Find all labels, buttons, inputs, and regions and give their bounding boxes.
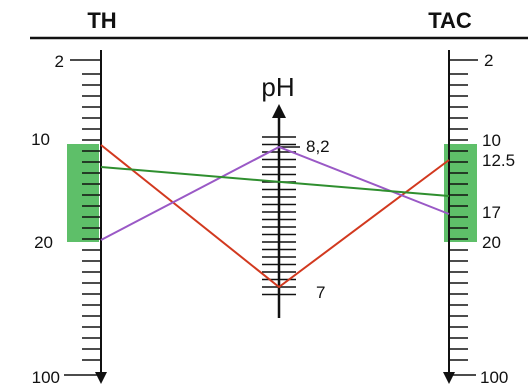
th-label-2: 2 xyxy=(55,52,64,71)
tac-label-10: 10 xyxy=(482,131,501,150)
ph-ticks xyxy=(262,136,296,296)
tac-label-125: 12.5 xyxy=(482,151,515,170)
th-label-20: 20 xyxy=(34,233,53,252)
purple-line-th20-ph82-tac17 xyxy=(100,145,450,241)
tac-label-2: 2 xyxy=(484,51,493,70)
tac-label-100: 100 xyxy=(480,368,508,387)
th-axis-arrow xyxy=(95,372,107,384)
ph-label-82: 8,2 xyxy=(306,137,330,156)
th-header: TH xyxy=(87,8,116,33)
tac-label-17: 17 xyxy=(482,203,501,222)
th-label-100: 100 xyxy=(32,368,60,387)
red-line-th10-ph7-tac10 xyxy=(100,144,450,289)
th-ticks xyxy=(82,73,101,361)
tac-label-20: 20 xyxy=(482,233,501,252)
ph-axis-arrow xyxy=(272,104,286,118)
th-highlight-band xyxy=(67,144,99,242)
ph-header: pH xyxy=(261,72,294,102)
tac-header: TAC xyxy=(428,8,472,33)
th-label-10: 10 xyxy=(31,130,50,149)
green-line-th-tac xyxy=(100,166,450,197)
tac-ticks xyxy=(449,73,468,361)
tac-axis-arrow xyxy=(443,372,455,384)
ph-label-7: 7 xyxy=(316,283,325,302)
